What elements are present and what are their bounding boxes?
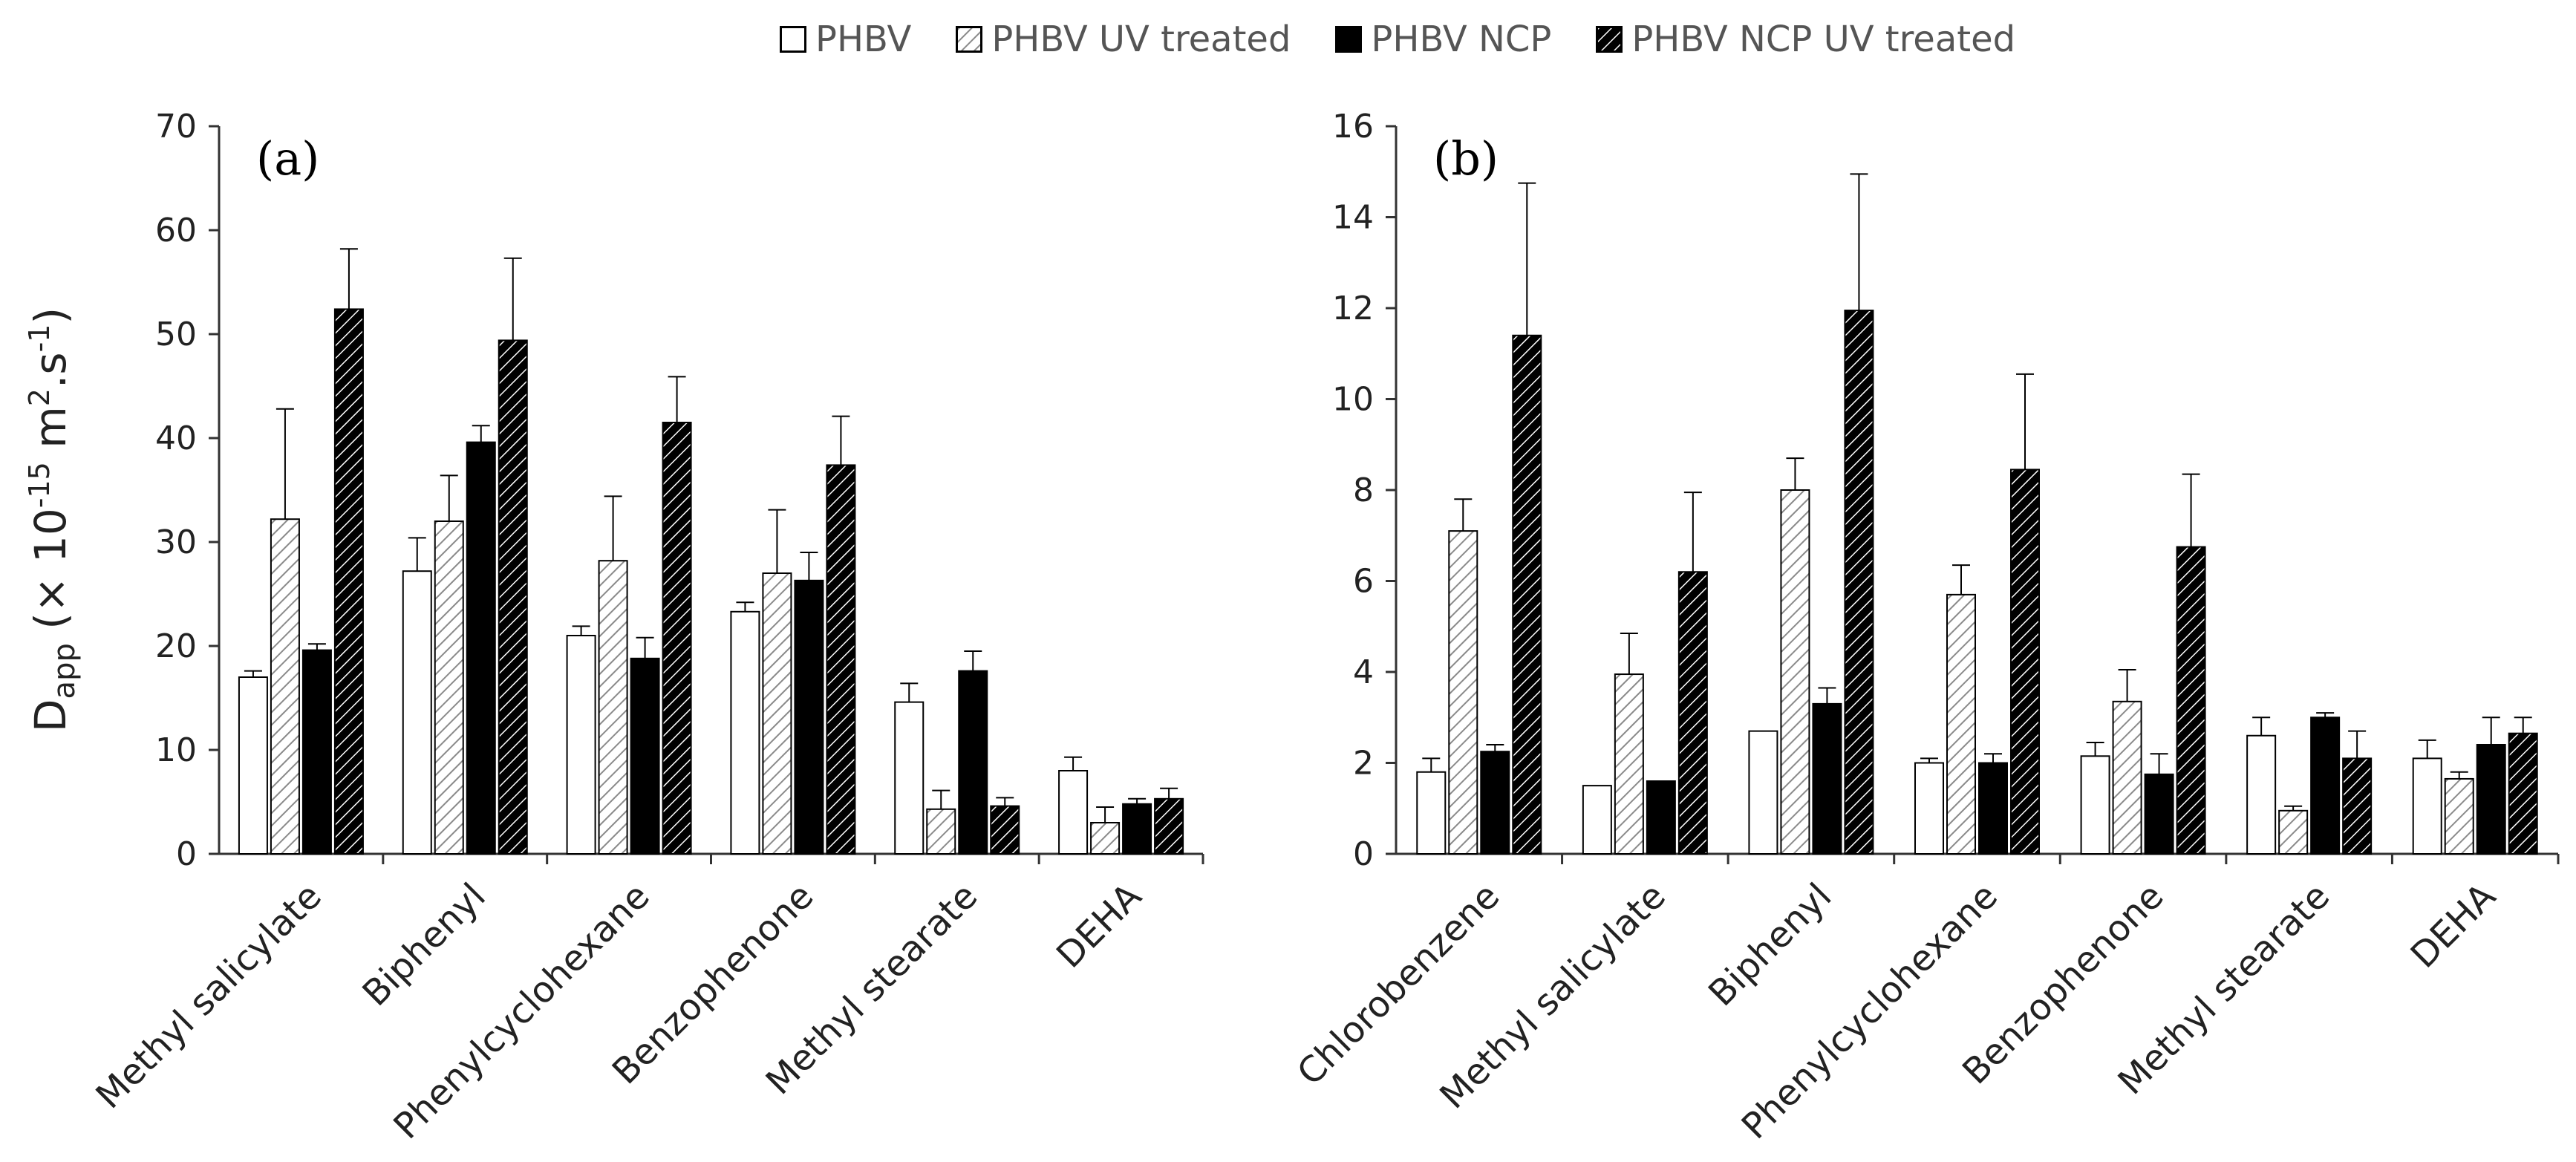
y-tick-label: 20	[155, 627, 197, 665]
bar-phbv	[2080, 755, 2110, 855]
bar-phbv-ncp	[301, 649, 332, 855]
y-tick-label: 14	[1332, 199, 1374, 237]
bar-phbv-ncp-uv	[2508, 732, 2538, 855]
bar-phbv-ncp-uv	[826, 464, 856, 855]
legend-swatch-white	[780, 26, 806, 53]
bar-phbv	[566, 635, 596, 855]
bar-phbv	[894, 701, 925, 855]
legend: PHBV PHBV UV treated PHBV NCP PHBV NCP U…	[780, 13, 2060, 65]
legend-label: PHBV	[815, 19, 912, 60]
legend-label: PHBV NCP UV treated	[1631, 19, 2016, 60]
legend-swatch-black	[1335, 26, 1363, 53]
bar-phbv-uv	[598, 560, 628, 855]
bar-phbv-ncp-uv	[1677, 571, 1708, 855]
bar-phbv-uv	[2278, 809, 2309, 855]
bar-phbv-uv	[1090, 822, 1121, 855]
bar-phbv-ncp	[1812, 702, 1842, 855]
legend-swatch-dark-hatch	[1596, 26, 1623, 53]
x-category-label: DEHA	[2403, 875, 2504, 976]
bar-phbv-uv	[434, 520, 464, 855]
bar-phbv-uv	[2112, 700, 2142, 855]
bar-phbv	[238, 676, 268, 855]
x-category-label: Methyl salicylate	[88, 875, 330, 1117]
bar-phbv-ncp-uv	[662, 422, 692, 855]
bar-phbv-uv	[2444, 777, 2474, 855]
bar-phbv-ncp-uv	[1512, 334, 1542, 855]
y-tick-label: 2	[1353, 745, 1374, 783]
y-tick-label: 6	[1353, 563, 1374, 601]
x-category-label: DEHA	[1049, 875, 1150, 976]
bar-phbv	[1058, 770, 1089, 855]
panel-label: (a)	[256, 131, 319, 186]
bar-phbv-ncp-uv	[333, 308, 364, 855]
legend-item-phbv: PHBV	[780, 19, 911, 60]
bar-phbv-ncp	[2144, 773, 2174, 855]
bar-phbv-uv	[1614, 673, 1644, 855]
y-tick-label: 0	[176, 835, 197, 873]
bar-phbv-ncp	[794, 579, 824, 855]
y-tick-label: 50	[155, 316, 197, 353]
y-tick-label: 40	[155, 420, 197, 457]
panel-a: 0 10 20 30 40 50 60 70 (a) Methyl salicylate Biphe…	[88, 108, 1204, 1147]
y-tick-label: 30	[155, 523, 197, 561]
bar-phbv-ncp	[1646, 780, 1676, 855]
y-tick-label: 10	[155, 731, 197, 769]
x-category-label: Biphenyl	[1701, 875, 1839, 1014]
legend-item-phbv-ncp-uv: PHBV NCP UV treated	[1596, 19, 2015, 60]
x-category-label: Biphenyl	[354, 875, 493, 1014]
bar-phbv-uv	[1448, 530, 1478, 855]
y-tick-label: 4	[1353, 653, 1374, 691]
bar-phbv-ncp	[1122, 803, 1152, 855]
bar-phbv-ncp-uv	[2342, 757, 2373, 855]
bar-phbv	[2412, 757, 2442, 855]
bar-phbv-uv	[270, 518, 300, 855]
bar-phbv-uv	[1946, 593, 1976, 855]
bar-phbv	[1914, 762, 1944, 855]
bar-phbv-ncp-uv	[2010, 469, 2040, 855]
y-tick-label: 70	[155, 108, 197, 146]
bar-phbv	[402, 570, 432, 855]
bar-phbv	[1748, 730, 1778, 855]
bar-phbv-ncp-uv	[990, 805, 1020, 855]
bar-phbv-ncp	[2310, 717, 2341, 855]
y-tick-label: 60	[155, 212, 197, 249]
bar-phbv-ncp-uv	[1844, 310, 1874, 855]
bar-phbv-ncp	[2476, 744, 2506, 855]
y-tick-label: 12	[1332, 290, 1374, 327]
legend-label: PHBV NCP	[1371, 19, 1552, 60]
bar-phbv	[730, 610, 760, 855]
bar-phbv-ncp	[958, 670, 988, 855]
bar-phbv-uv	[762, 572, 792, 855]
bar-phbv-ncp-uv	[498, 339, 528, 855]
bar-phbv-ncp	[1978, 762, 2008, 855]
legend-item-phbv-uv: PHBV UV treated	[956, 19, 1291, 60]
y-tick-label: 16	[1332, 108, 1374, 146]
bar-phbv-ncp	[1480, 751, 1510, 855]
bar-phbv-ncp-uv	[2176, 546, 2206, 855]
y-tick-label: 10	[1332, 381, 1374, 419]
bar-phbv-uv	[1780, 489, 1810, 855]
panel-label: (b)	[1433, 131, 1499, 186]
legend-swatch-light-hatch	[956, 26, 983, 53]
bar-phbv	[1582, 785, 1612, 855]
y-tick-label: 8	[1353, 471, 1374, 509]
bar-phbv-ncp	[630, 657, 660, 855]
bar-phbv	[1416, 771, 1447, 855]
bar-phbv-ncp	[466, 441, 496, 855]
bar-phbv-uv	[926, 808, 956, 855]
bar-phbv-ncp-uv	[1154, 797, 1184, 855]
y-tick-label: 0	[1353, 835, 1374, 873]
y-axis-label: Dapp (× 10-15 m2.s-1)	[23, 307, 82, 732]
legend-label: PHBV UV treated	[991, 19, 1291, 60]
legend-item-phbv-ncp: PHBV NCP	[1335, 19, 1551, 60]
bar-phbv	[2246, 734, 2277, 855]
